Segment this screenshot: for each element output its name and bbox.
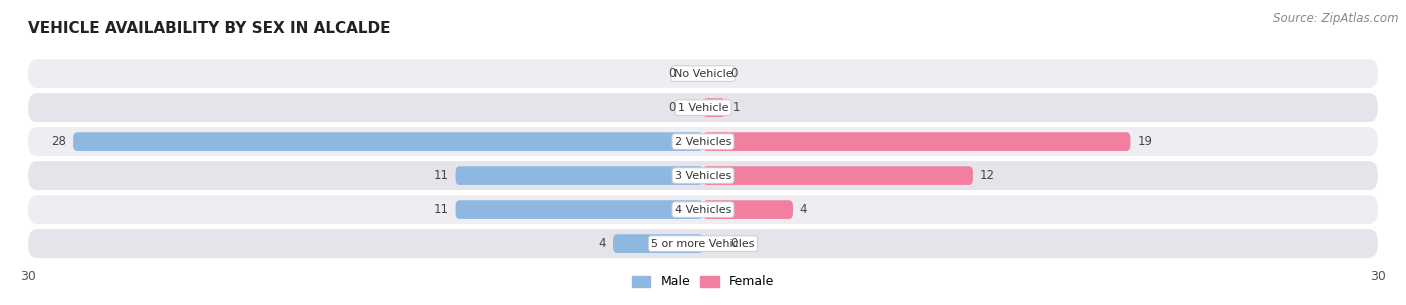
Text: 0: 0 [730, 67, 737, 80]
Text: 0: 0 [669, 67, 676, 80]
Text: 28: 28 [52, 135, 66, 148]
Text: 19: 19 [1137, 135, 1152, 148]
FancyBboxPatch shape [703, 98, 725, 117]
Text: 11: 11 [434, 169, 449, 182]
Text: 2 Vehicles: 2 Vehicles [675, 137, 731, 147]
Text: 5 or more Vehicles: 5 or more Vehicles [651, 239, 755, 249]
Text: 3 Vehicles: 3 Vehicles [675, 170, 731, 181]
FancyBboxPatch shape [28, 229, 1378, 258]
Text: No Vehicle: No Vehicle [673, 69, 733, 79]
Text: 11: 11 [434, 203, 449, 216]
FancyBboxPatch shape [456, 166, 703, 185]
Text: 1 Vehicle: 1 Vehicle [678, 102, 728, 113]
FancyBboxPatch shape [28, 93, 1378, 122]
FancyBboxPatch shape [28, 161, 1378, 190]
Text: 0: 0 [730, 237, 737, 250]
Text: 4: 4 [800, 203, 807, 216]
Text: 0: 0 [669, 101, 676, 114]
Text: Source: ZipAtlas.com: Source: ZipAtlas.com [1274, 12, 1399, 25]
FancyBboxPatch shape [28, 59, 1378, 88]
Text: 4 Vehicles: 4 Vehicles [675, 205, 731, 215]
FancyBboxPatch shape [613, 234, 703, 253]
Text: 4: 4 [599, 237, 606, 250]
FancyBboxPatch shape [73, 132, 703, 151]
Text: 12: 12 [980, 169, 994, 182]
FancyBboxPatch shape [28, 195, 1378, 224]
Text: 1: 1 [733, 101, 740, 114]
FancyBboxPatch shape [456, 200, 703, 219]
FancyBboxPatch shape [703, 132, 1130, 151]
FancyBboxPatch shape [703, 166, 973, 185]
Legend: Male, Female: Male, Female [627, 270, 779, 293]
FancyBboxPatch shape [703, 200, 793, 219]
FancyBboxPatch shape [28, 127, 1378, 156]
Text: VEHICLE AVAILABILITY BY SEX IN ALCALDE: VEHICLE AVAILABILITY BY SEX IN ALCALDE [28, 21, 391, 36]
